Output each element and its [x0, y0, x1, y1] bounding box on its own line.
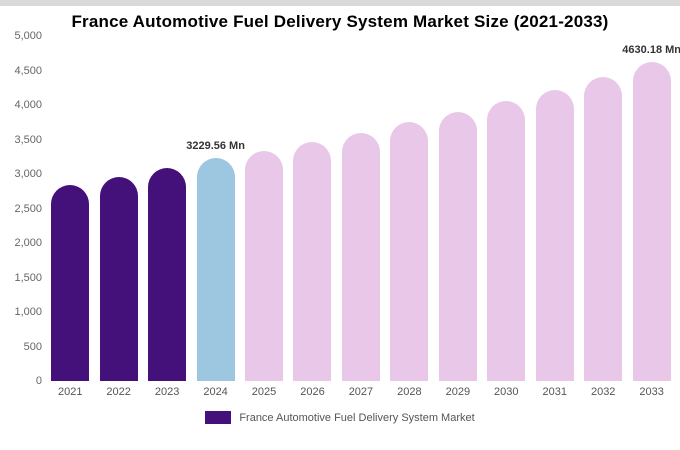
bar-column-2029: 2029: [436, 36, 480, 403]
x-axis-label: 2029: [445, 386, 471, 398]
y-tick-label: 500: [23, 340, 42, 353]
x-axis-label: 2032: [590, 386, 616, 398]
bar-column-2031: 2031: [533, 36, 577, 403]
bar-value-label: 3229.56 Mn: [186, 140, 245, 153]
bar-column-2025: 2025: [242, 36, 286, 403]
x-axis-label: 2030: [494, 386, 519, 398]
bar-2027[interactable]: [341, 132, 380, 381]
bar-2030[interactable]: [487, 100, 526, 381]
bar-2023[interactable]: [148, 167, 187, 381]
x-axis-label: 2031: [542, 386, 567, 398]
x-axis-label: 2027: [348, 386, 374, 398]
y-tick-label: 2,500: [14, 202, 42, 215]
window-top-strip: [0, 0, 680, 6]
y-tick-label: 1,000: [14, 306, 42, 318]
bar-column-2030: 2030: [484, 36, 528, 403]
bar-column-2033: 4630.18 Mn 2033: [622, 36, 680, 403]
x-axis-label: 2022: [106, 386, 131, 398]
bar-column-2027: 2027: [339, 36, 383, 403]
legend-label: France Automotive Fuel Delivery System M…: [239, 411, 475, 424]
bar-2021[interactable]: [51, 185, 90, 381]
bar-2024[interactable]: [196, 158, 235, 381]
bar-2022[interactable]: [99, 176, 138, 381]
bar-column-2028: 2028: [387, 36, 431, 403]
x-axis-label: 2026: [300, 386, 325, 398]
bar-column-2022: 2022: [97, 36, 141, 403]
y-tick-label: 2,000: [14, 237, 42, 249]
legend: France Automotive Fuel Delivery System M…: [0, 411, 680, 424]
chart-title: France Automotive Fuel Delivery System M…: [71, 12, 609, 31]
bar-2029[interactable]: [438, 111, 477, 381]
y-tick-label: 1,500: [14, 271, 42, 284]
y-tick-label: 3,000: [14, 168, 42, 180]
x-axis-label: 2028: [397, 386, 422, 398]
y-tick-label: 3,500: [14, 133, 42, 146]
y-tick-label: 4,000: [14, 99, 42, 111]
bar-column-2032: 2032: [581, 36, 625, 403]
bar-2028[interactable]: [390, 122, 429, 381]
plot-area: 2021 2022 2023 3229.56 Mn 2024 2025 2026 2027 20…: [46, 36, 680, 403]
bar-2032[interactable]: [584, 77, 623, 381]
bar-chart: 0 500 1,000 1,500 2,000 2,500 3,000 3,500 4,000 4…: [6, 30, 680, 403]
y-tick-label: 4,500: [14, 64, 42, 77]
bar-2031[interactable]: [535, 89, 574, 381]
y-tick-label: 0: [35, 375, 42, 387]
y-tick-label: 5,000: [14, 30, 42, 42]
bar-column-2024: 3229.56 Mn 2024: [186, 36, 245, 403]
x-axis-label: 2024: [203, 386, 228, 398]
bar-2025[interactable]: [245, 150, 284, 381]
bar-value-label: 4630.18 Mn: [622, 43, 680, 56]
x-axis-label: 2021: [57, 386, 83, 398]
x-axis-label: 2023: [154, 386, 180, 398]
y-axis: 0 500 1,000 1,500 2,000 2,500 3,000 3,500 4,000 4…: [6, 30, 46, 403]
bar-2026[interactable]: [293, 141, 332, 381]
legend-swatch: [205, 411, 232, 424]
x-axis-label: 2025: [251, 386, 277, 398]
bar-column-2023: 2023: [145, 36, 189, 403]
bar-column-2021: 2021: [48, 36, 92, 403]
bar-2033[interactable]: [632, 61, 671, 381]
bar-column-2026: 2026: [290, 36, 334, 403]
x-axis-label: 2033: [639, 386, 664, 398]
